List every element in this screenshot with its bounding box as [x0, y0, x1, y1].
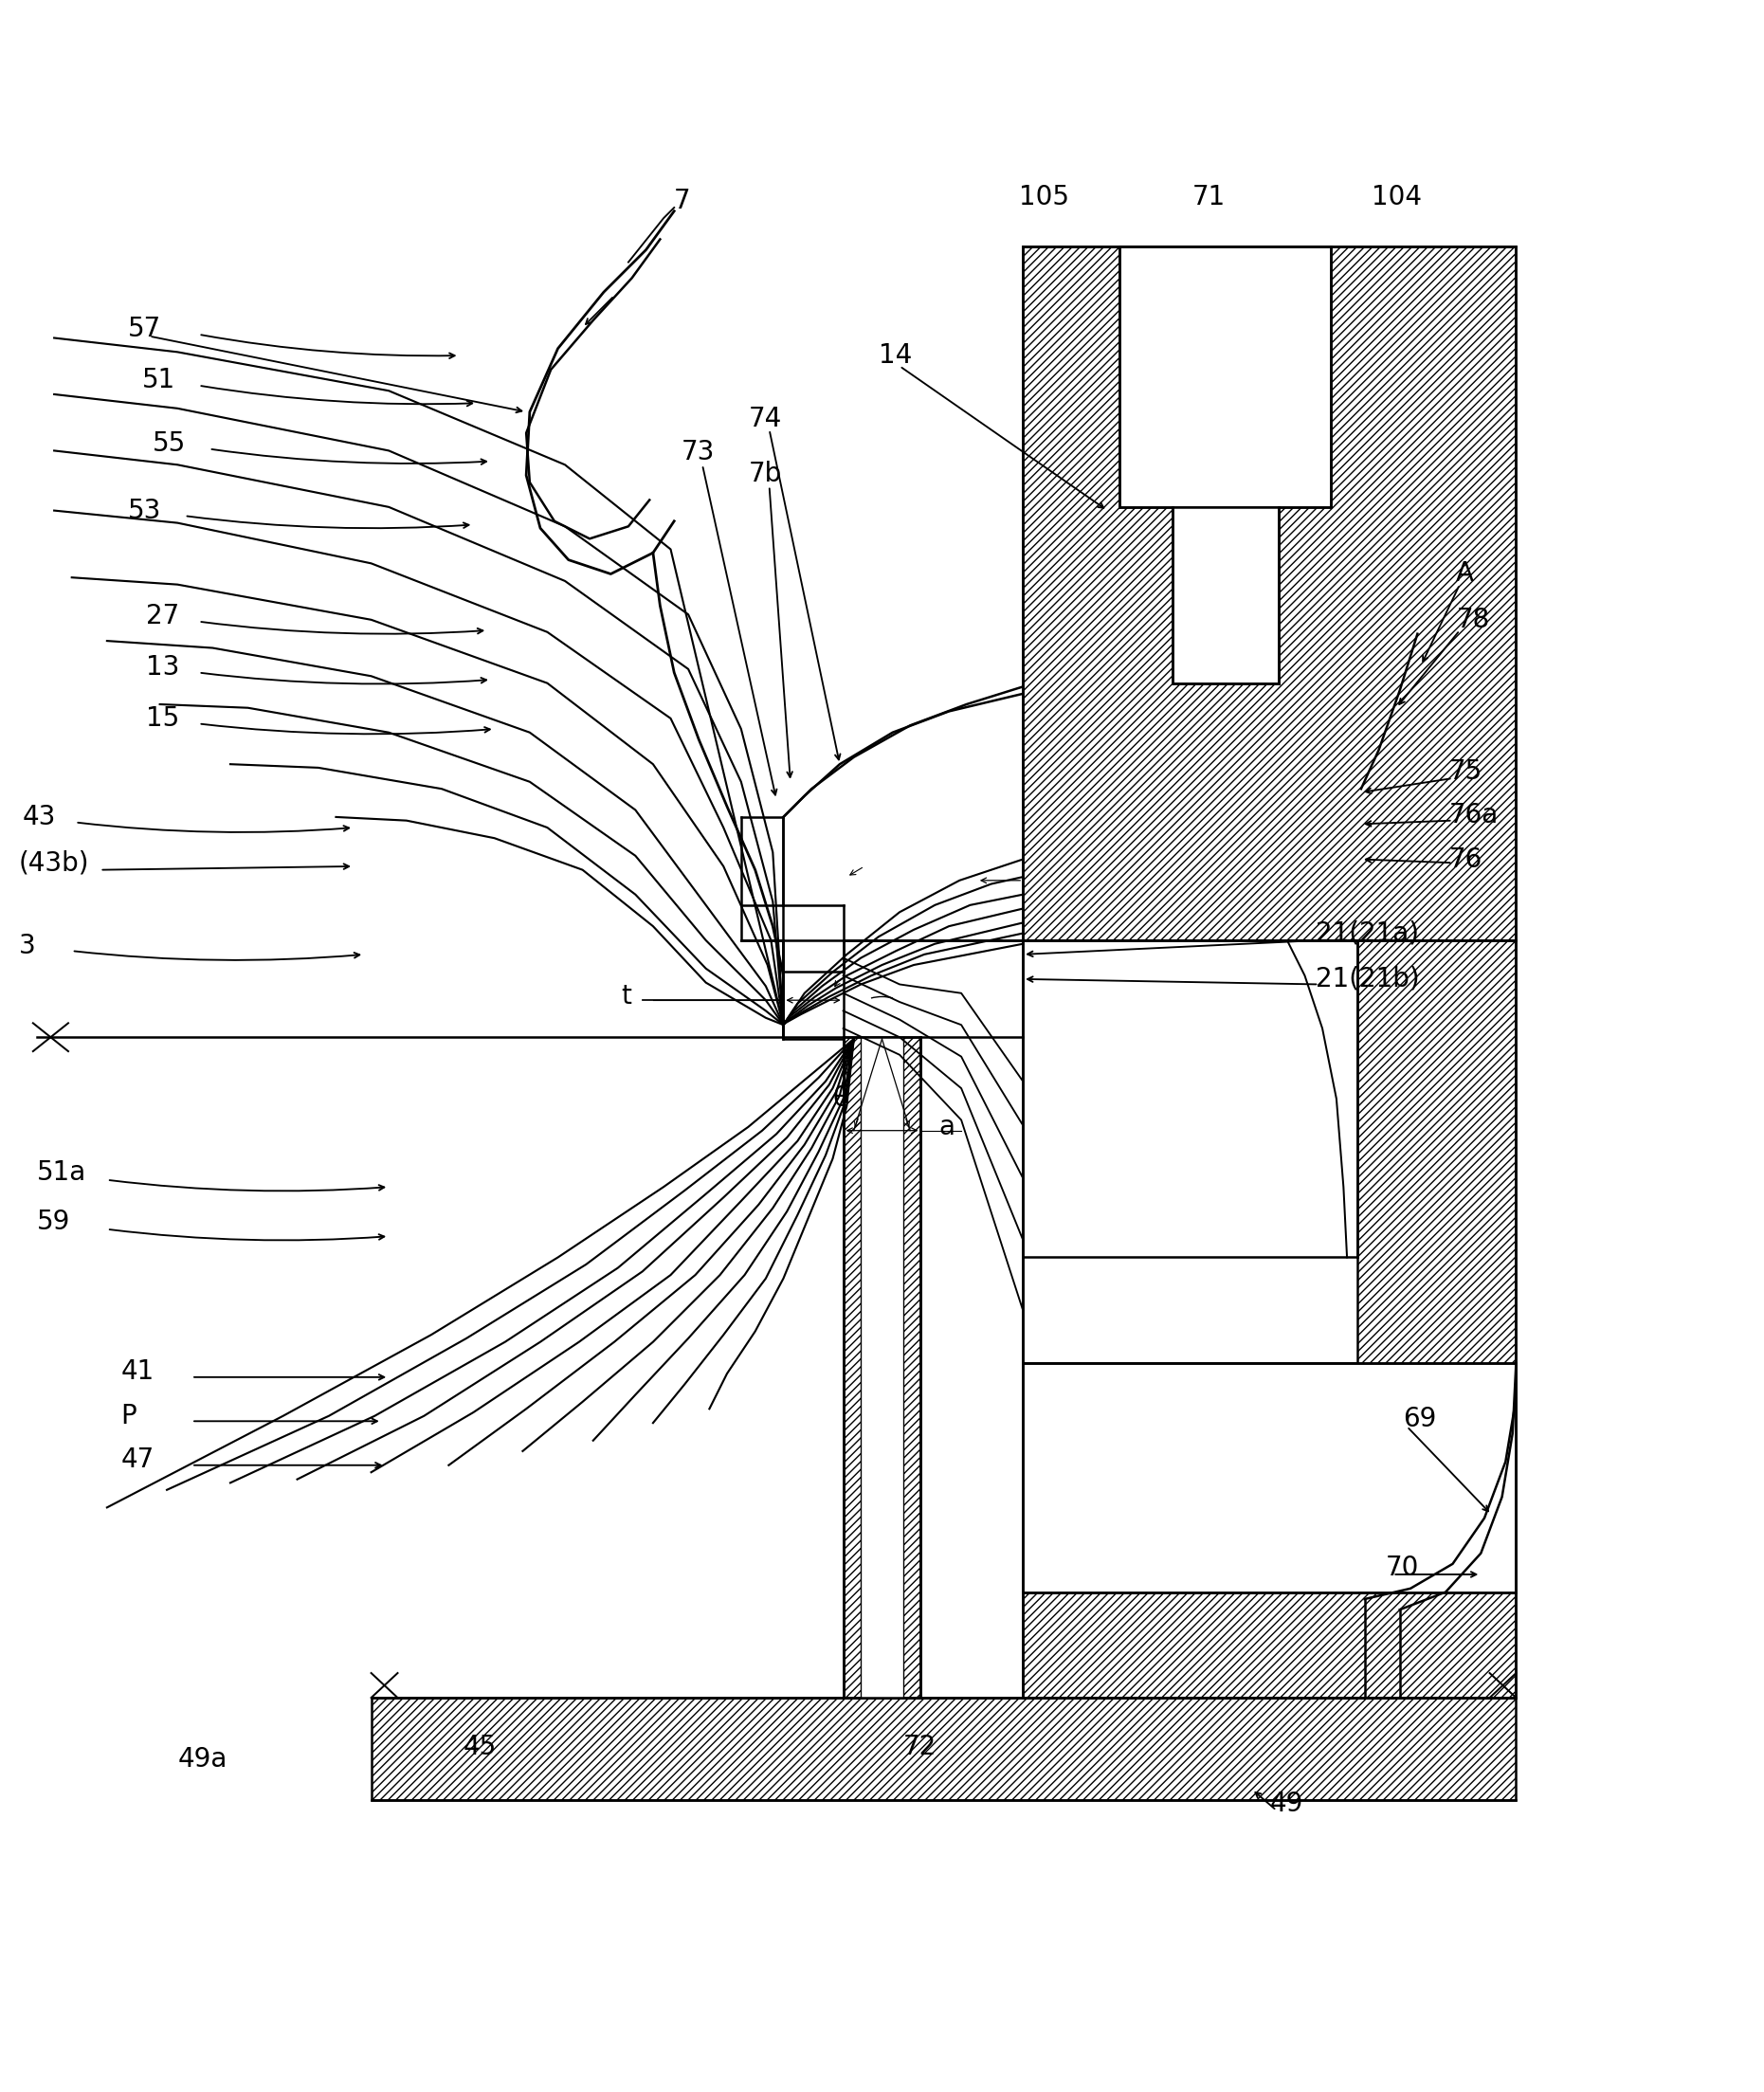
Text: 15: 15 [146, 705, 180, 732]
Text: 45: 45 [462, 1734, 496, 1759]
Bar [843, 1038, 921, 1699]
Bar [1023, 1364, 1515, 1592]
Text: 55: 55 [153, 431, 187, 456]
Text: 43: 43 [23, 803, 56, 831]
Text: 7b: 7b [748, 460, 781, 487]
Text: 47: 47 [122, 1448, 155, 1473]
Text: 41: 41 [122, 1358, 155, 1385]
Text: 76: 76 [1450, 845, 1482, 872]
Bar [1173, 506, 1279, 684]
Text: 21(21b): 21(21b) [1316, 967, 1420, 992]
Text: 51: 51 [143, 366, 176, 393]
Text: (43b): (43b) [19, 849, 90, 877]
Bar [1023, 939, 1515, 1699]
Text: 104: 104 [1372, 184, 1422, 211]
Text: 49a: 49a [178, 1747, 228, 1772]
Text: 21(21a): 21(21a) [1316, 920, 1418, 946]
Bar [1023, 939, 1358, 1364]
Text: 14: 14 [878, 343, 912, 368]
Text: 13: 13 [146, 655, 180, 680]
Text: 3: 3 [19, 933, 35, 958]
Text: 70: 70 [1387, 1554, 1420, 1582]
Text: 57: 57 [129, 316, 162, 343]
Bar [1023, 247, 1515, 939]
Text: 71: 71 [1192, 184, 1226, 211]
Text: 72: 72 [903, 1734, 937, 1759]
Text: 53: 53 [129, 498, 162, 523]
Text: 69: 69 [1404, 1406, 1438, 1433]
Text: 76a: 76a [1450, 801, 1499, 828]
Text: 75: 75 [1450, 757, 1482, 784]
Text: a: a [938, 1113, 954, 1140]
Text: 59: 59 [37, 1209, 71, 1236]
Text: 73: 73 [681, 439, 714, 467]
Text: t: t [621, 983, 632, 1010]
Text: P: P [122, 1402, 138, 1429]
Text: 78: 78 [1457, 607, 1489, 634]
Text: 105: 105 [1020, 184, 1069, 211]
Text: 49: 49 [1270, 1791, 1304, 1816]
Bar [861, 1038, 903, 1699]
Text: 51a: 51a [37, 1159, 86, 1186]
Text: A: A [1457, 561, 1475, 588]
Text: 27: 27 [146, 602, 180, 630]
Bar [370, 1699, 1515, 1799]
Text: θ: θ [833, 1086, 848, 1113]
Text: 74: 74 [748, 406, 781, 433]
Text: 7: 7 [674, 188, 691, 213]
Bar [1120, 247, 1332, 506]
